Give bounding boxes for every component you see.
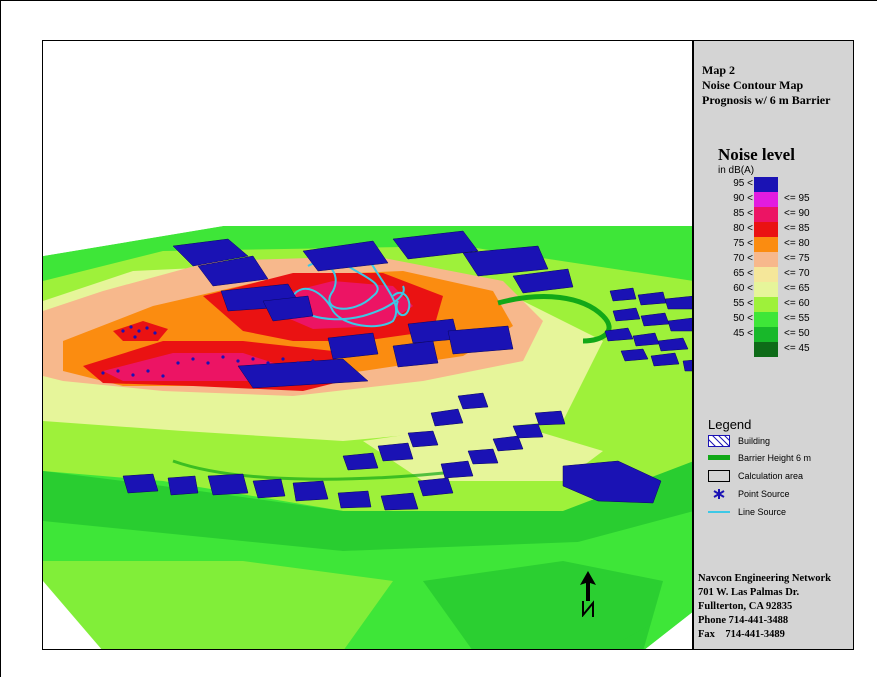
noise-level-title: Noise level xyxy=(718,145,795,164)
scale-row: 45 < <= 50 xyxy=(694,327,855,342)
barrier-line xyxy=(497,294,612,344)
buildings xyxy=(122,230,692,511)
scale-upper-bound: <= 65 xyxy=(784,283,810,294)
scale-swatch xyxy=(754,312,778,327)
scale-upper-bound: <= 60 xyxy=(784,298,810,309)
line-source-icon xyxy=(708,511,730,513)
building-icon xyxy=(708,435,730,447)
barrier-icon xyxy=(708,455,730,460)
contour-85-90-north xyxy=(273,281,413,329)
map-type: Noise Contour Map xyxy=(702,78,804,92)
scale-upper-bound: <= 90 xyxy=(784,208,810,219)
scale-swatch xyxy=(754,282,778,297)
map-subtitle: Prognosis w/ 6 m Barrier xyxy=(702,93,831,107)
scale-row: 90 < <= 95 xyxy=(694,192,855,207)
map-title-block: Map 2 Noise Contour Map Prognosis w/ 6 m… xyxy=(702,63,830,108)
se-corner-white xyxy=(645,612,692,649)
scale-lower-bound: 50 < xyxy=(733,313,753,324)
scale-lower-bound: 80 < xyxy=(733,223,753,234)
scale-row: 50 < <= 55 xyxy=(694,312,855,327)
scale-row: 75 < <= 80 xyxy=(694,237,855,252)
scale-lower-bound: 95 < xyxy=(733,178,753,189)
scale-upper-bound: <= 70 xyxy=(784,268,810,279)
scale-row: 85 < <= 90 xyxy=(694,207,855,222)
legend-label: Barrier Height 6 m xyxy=(738,453,812,463)
scale-swatch xyxy=(754,342,778,357)
legend-label: Line Source xyxy=(738,507,787,517)
scale-lower-bound: 55 < xyxy=(733,298,753,309)
point-source-icon xyxy=(713,489,725,499)
scale-upper-bound: <= 45 xyxy=(784,343,810,354)
scale-upper-bound: <= 95 xyxy=(784,193,810,204)
city-address: Fullterton, CA 92835 xyxy=(698,601,793,612)
scale-lower-bound: 65 < xyxy=(733,268,753,279)
point-sources xyxy=(101,325,315,378)
scale-upper-bound: <= 55 xyxy=(784,313,810,324)
noise-contour-map xyxy=(42,40,693,650)
map-canvas xyxy=(43,41,692,649)
legend-label: Building xyxy=(738,436,771,446)
legend-label: Calculation area xyxy=(738,471,804,481)
south-light-band xyxy=(43,561,393,649)
scale-swatch xyxy=(754,267,778,282)
map-number: Map 2 xyxy=(702,63,735,77)
address-block: Navcon Engineering Network 701 W. Las Pa… xyxy=(698,572,831,642)
scale-lower-bound: 75 < xyxy=(733,238,753,249)
scale-row: 55 < <= 60 xyxy=(694,297,855,312)
phone-number: Phone 714-441-3488 xyxy=(698,615,789,626)
scale-upper-bound: <= 85 xyxy=(784,223,810,234)
scale-row: 65 < <= 70 xyxy=(694,267,855,282)
scale-row: 70 < <= 75 xyxy=(694,252,855,267)
scale-lower-bound: 60 < xyxy=(733,283,753,294)
scale-row: 95 < xyxy=(694,177,855,192)
south-dark-band xyxy=(423,561,663,649)
scale-lower-bound: 45 < xyxy=(733,328,753,339)
scale-swatch xyxy=(754,237,778,252)
north-white xyxy=(43,41,692,256)
scale-swatch xyxy=(754,252,778,267)
scale-swatch xyxy=(754,297,778,312)
street-address: 701 W. Las Palmas Dr. xyxy=(698,587,800,598)
scale-swatch xyxy=(754,177,778,192)
scale-swatch xyxy=(754,207,778,222)
scale-lower-bound: 85 < xyxy=(733,208,753,219)
scale-row: 80 < <= 85 xyxy=(694,222,855,237)
scale-swatch xyxy=(754,192,778,207)
scale-lower-bound: 70 < xyxy=(733,253,753,264)
company-name: Navcon Engineering Network xyxy=(698,573,831,584)
noise-level-unit: in dB(A) xyxy=(718,165,755,176)
scale-row: 60 < <= 65 xyxy=(694,282,855,297)
scale-upper-bound: <= 50 xyxy=(784,328,810,339)
scale-swatch xyxy=(754,222,778,237)
dark-green-band xyxy=(43,461,692,551)
legend-label: Point Source xyxy=(738,489,790,499)
scale-row: <= 45 xyxy=(694,342,855,357)
scale-upper-bound: <= 80 xyxy=(784,238,810,249)
barrier-line-south xyxy=(172,459,464,481)
calculation-area-icon xyxy=(708,470,730,482)
line-source-track-2 xyxy=(392,291,411,317)
scale-upper-bound: <= 75 xyxy=(784,253,810,264)
fax-number: Fax 714-441-3489 xyxy=(698,629,785,640)
north-arrow-icon xyxy=(580,571,596,617)
scale-lower-bound: 90 < xyxy=(733,193,753,204)
scale-swatch xyxy=(754,327,778,342)
side-panel: Map 2 Noise Contour Map Prognosis w/ 6 m… xyxy=(693,40,854,650)
legend-title: Legend xyxy=(708,417,752,432)
